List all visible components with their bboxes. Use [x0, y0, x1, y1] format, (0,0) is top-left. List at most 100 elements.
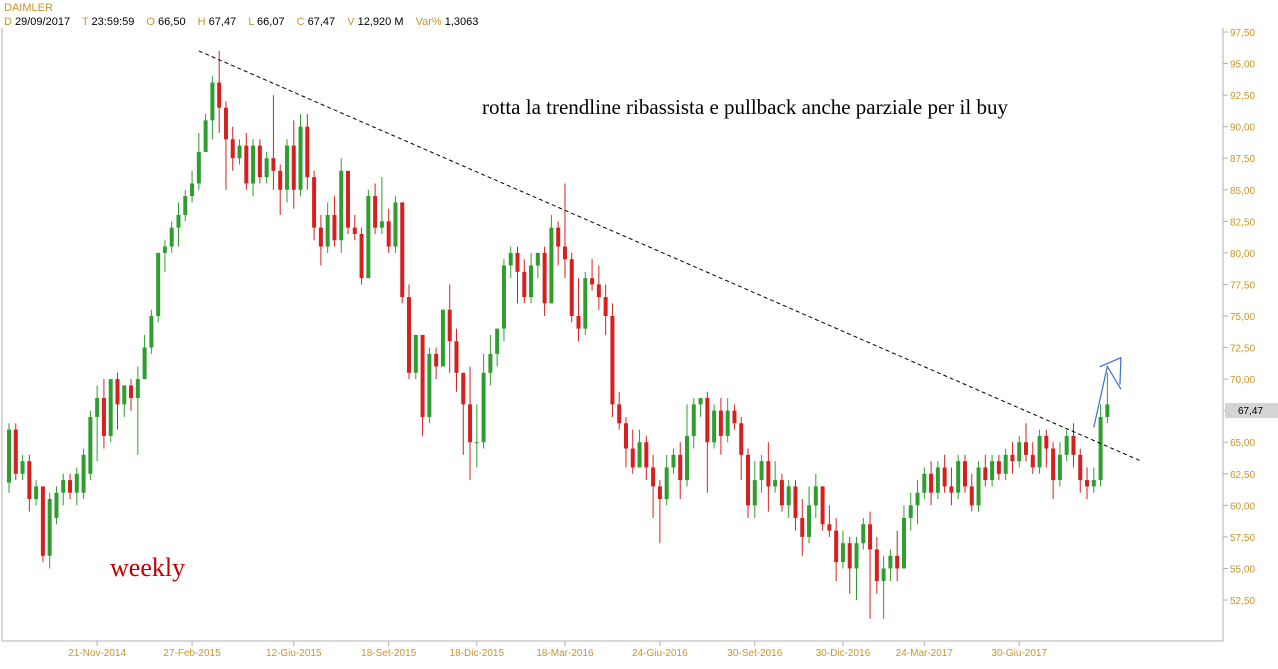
candle [773, 461, 778, 493]
candle [420, 334, 425, 436]
candle [271, 95, 276, 190]
y-tick-label: 97,50 [1230, 28, 1255, 39]
candle-body [95, 398, 100, 417]
x-tick-label: 18-Dic-2015 [450, 648, 505, 659]
candle [312, 170, 317, 241]
candle-body [725, 410, 730, 436]
candle-body [325, 215, 330, 247]
candle [956, 454, 961, 500]
candle [942, 454, 947, 493]
candle [54, 486, 59, 525]
candle [583, 271, 588, 335]
candle [596, 265, 601, 310]
candle [454, 328, 459, 392]
candle-body [712, 410, 717, 443]
candle-body [413, 334, 418, 373]
candle-body [779, 480, 784, 506]
candle [678, 442, 683, 500]
high-key: H [197, 16, 206, 28]
candle [230, 126, 235, 171]
candle-body [983, 467, 988, 481]
candle [935, 461, 940, 500]
candle-body [840, 543, 845, 563]
candle-body [454, 341, 459, 373]
candle-body [895, 555, 900, 569]
y-tick-label: 60,00 [1230, 501, 1255, 512]
y-tick-label: 72,50 [1230, 344, 1255, 355]
buy-arrow-head [1099, 356, 1122, 385]
candle [379, 177, 384, 234]
close-value: 67,47 [307, 16, 336, 28]
candle-body [223, 107, 228, 140]
candle-body [434, 353, 439, 367]
candle [264, 151, 269, 184]
candle [603, 284, 608, 335]
candle [1044, 429, 1049, 468]
low-value: 66,07 [257, 16, 285, 28]
candle-body [874, 549, 879, 582]
candle-body [244, 145, 249, 184]
candle [786, 480, 791, 518]
candle-body [671, 454, 676, 468]
candle [1037, 429, 1042, 474]
candle [637, 429, 642, 468]
candle-body [664, 467, 669, 500]
candle [400, 202, 405, 304]
candle-body [1010, 454, 1015, 462]
candle-body [156, 252, 161, 316]
y-tick-label: 52,50 [1230, 596, 1255, 607]
candle-body [630, 448, 635, 468]
candle [549, 215, 554, 304]
candle [156, 252, 161, 323]
candle-body [861, 524, 866, 544]
candle [257, 139, 262, 184]
candle [976, 461, 981, 512]
candle [359, 227, 364, 285]
candle-body [318, 227, 323, 247]
candle [339, 158, 344, 253]
candle-body [1017, 442, 1022, 462]
x-tick-label: 30-Dic-2016 [816, 648, 871, 659]
candle [427, 347, 432, 424]
candle [576, 278, 581, 342]
candle-body [535, 252, 540, 266]
candle-body [468, 404, 473, 443]
candle [651, 454, 656, 518]
candle [468, 366, 473, 481]
candle [590, 259, 595, 291]
candle-body [115, 379, 120, 405]
candle [888, 549, 893, 582]
candle [854, 536, 859, 600]
candle-body [237, 145, 242, 159]
last-price-tag: 67,47 [1225, 403, 1278, 419]
candle-body [739, 423, 744, 455]
candle [1030, 442, 1035, 474]
candle-body [1057, 454, 1062, 481]
candle-body [820, 486, 825, 525]
candle [40, 486, 45, 563]
candle-body [312, 177, 317, 228]
candle [712, 404, 717, 449]
candle-body [901, 517, 906, 569]
candle [190, 170, 195, 203]
x-tick-label: 12-Giu-2015 [266, 648, 322, 659]
y-tick-label: 77,50 [1230, 280, 1255, 291]
candle [508, 246, 513, 279]
candle [203, 114, 208, 152]
candle-body [854, 543, 859, 569]
candle-body [847, 543, 852, 569]
candle [718, 398, 723, 455]
candle [793, 480, 798, 531]
candle-body [542, 252, 547, 304]
candle-body [461, 372, 466, 405]
candle [990, 454, 995, 487]
candle [522, 259, 527, 304]
y-tick-label: 57,50 [1230, 533, 1255, 544]
candle-body [691, 404, 696, 436]
candle-body [549, 227, 554, 304]
candle-body [407, 297, 412, 373]
candle [623, 416, 628, 468]
candle-body [210, 82, 215, 121]
candle [691, 398, 696, 449]
candle [562, 183, 567, 279]
